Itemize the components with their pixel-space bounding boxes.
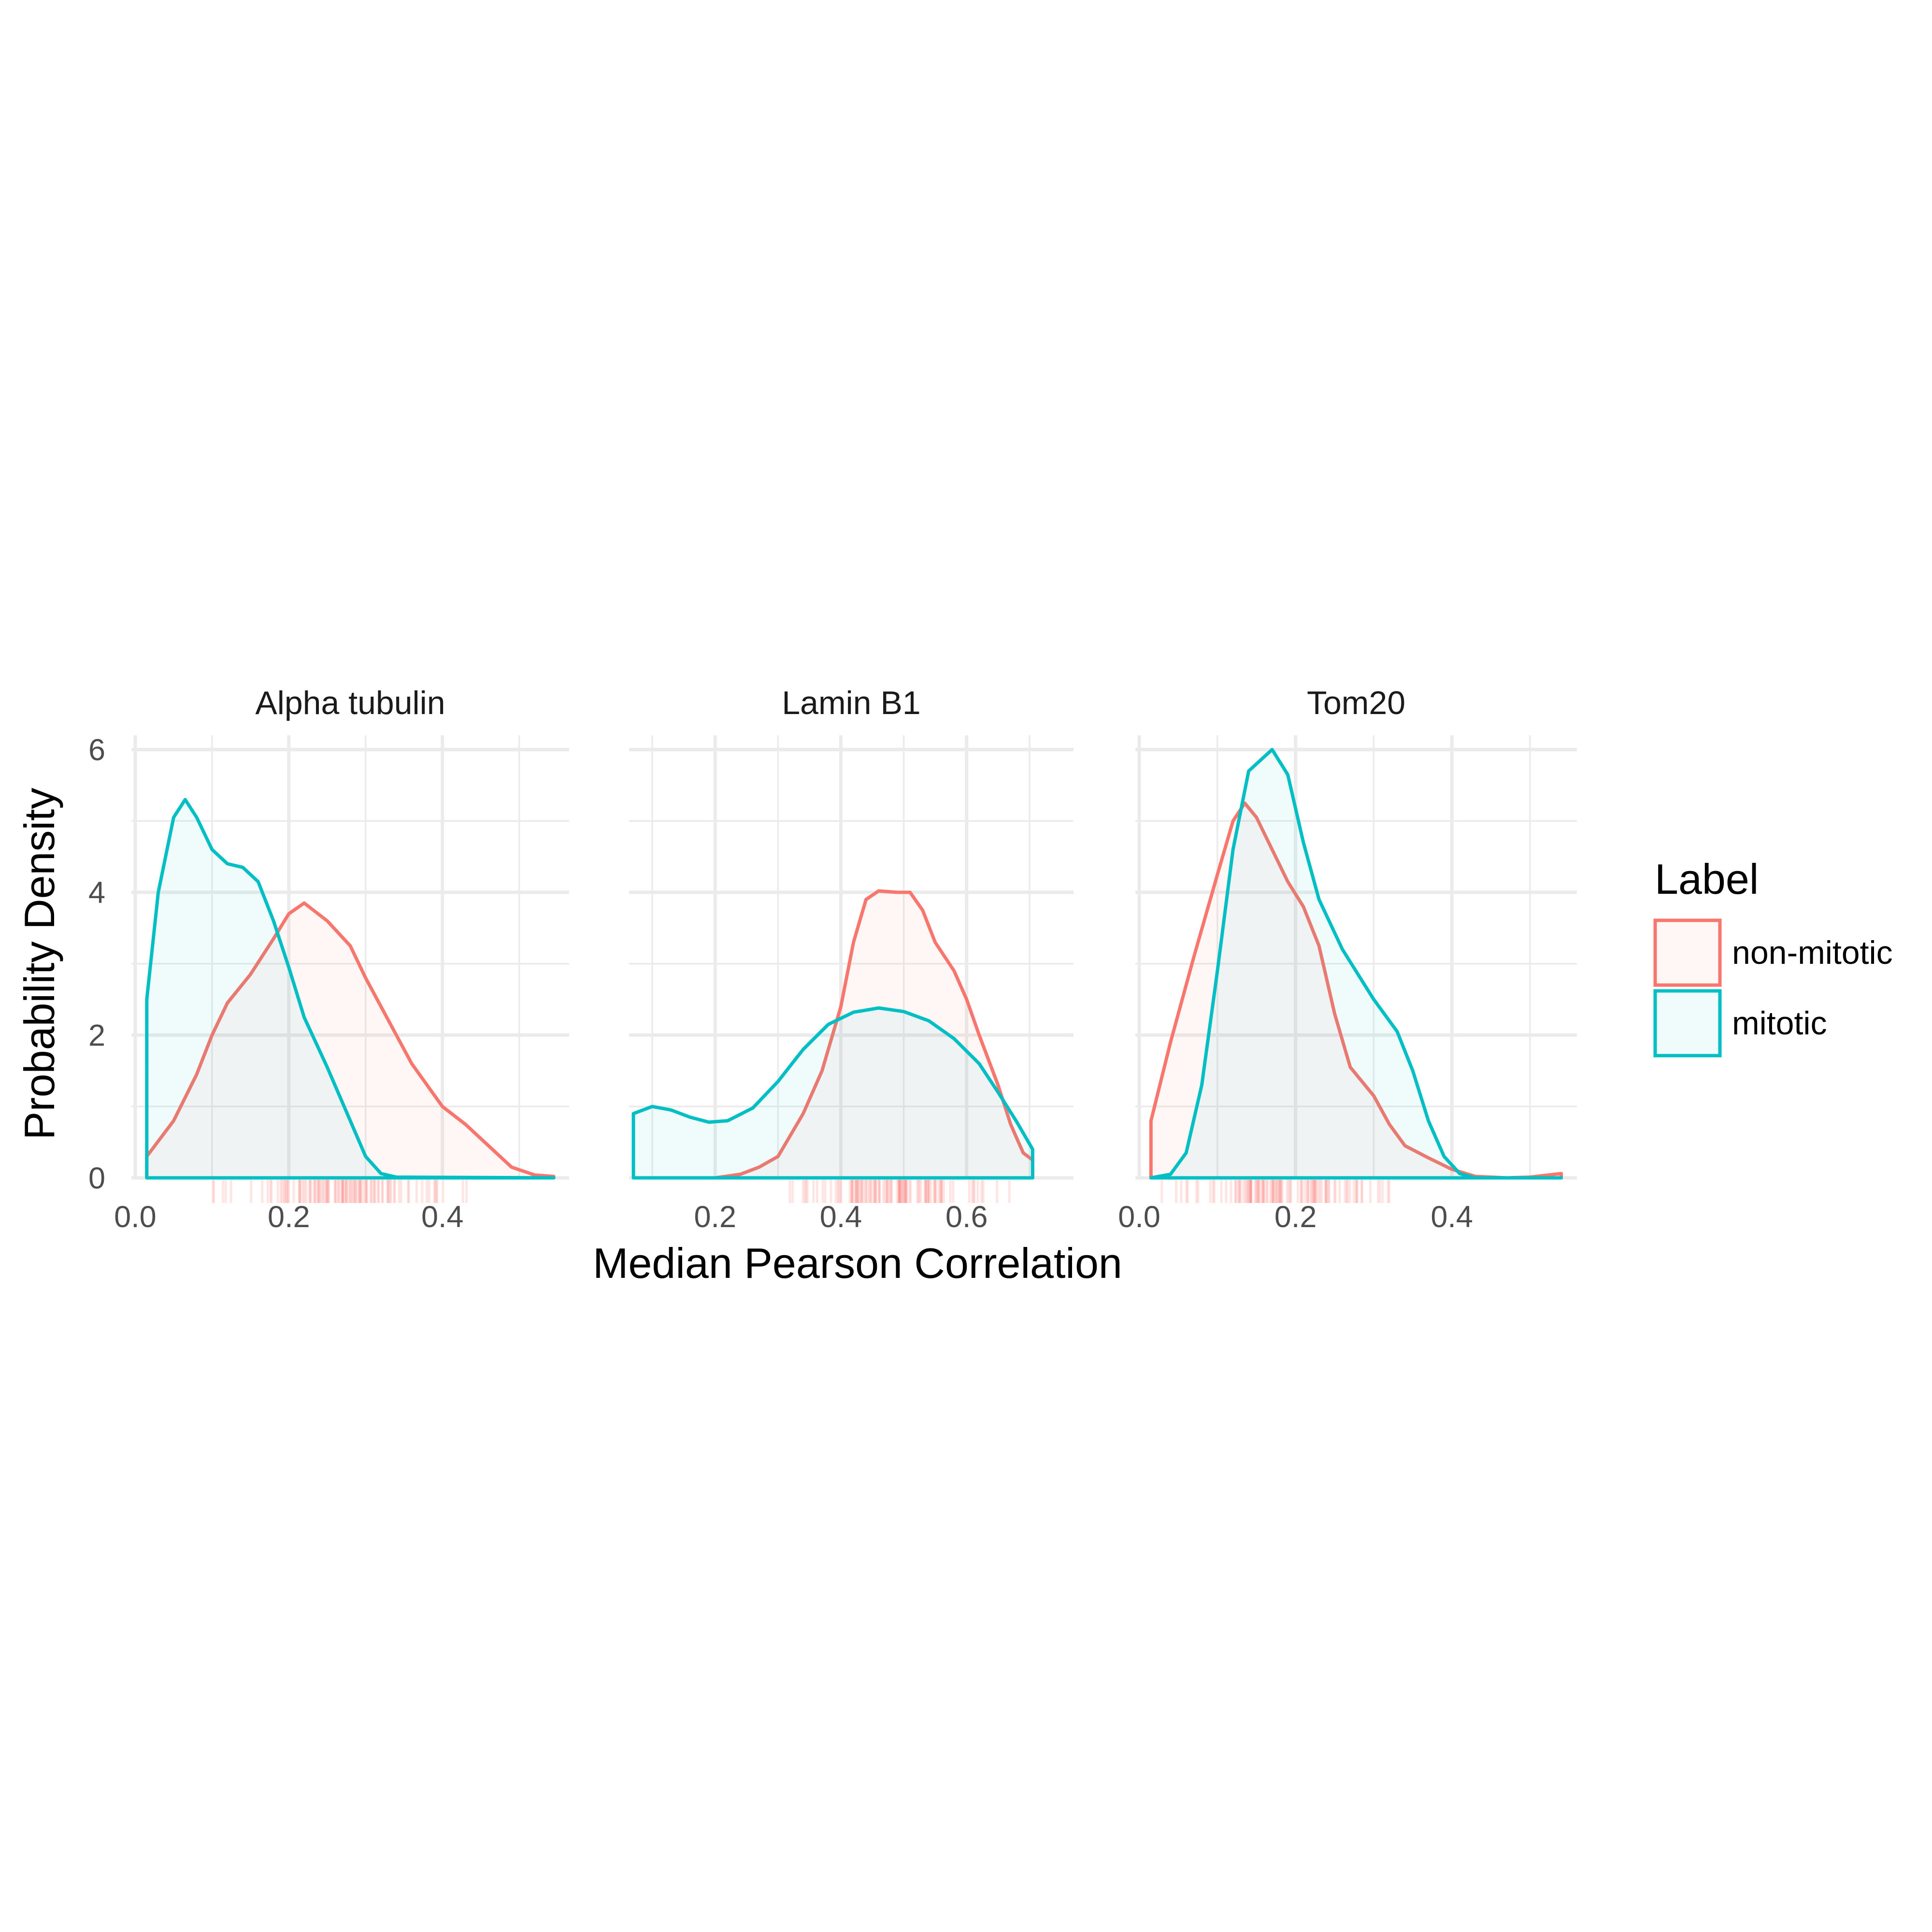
legend-label: mitotic (1732, 1005, 1827, 1042)
x-tick-label: 0.4 (421, 1200, 464, 1234)
legend-item-non-mitotic: non-mitotic (1653, 918, 1893, 987)
panel-tom20: Tom20 0.0 0.2 0.4 (1118, 685, 1577, 1234)
legend-item-mitotic: mitotic (1653, 989, 1827, 1058)
panel-lamin-b1: Lamin B1 0.2 0.4 0.6 (629, 685, 1073, 1234)
rug-marks (212, 1180, 468, 1203)
x-axis-title: Median Pearson Correlation (593, 1239, 1122, 1287)
rug-marks (788, 1180, 1011, 1203)
density-mitotic-tom20 (1149, 748, 1563, 1180)
density-non-mitotic-lamin-b1 (713, 889, 1034, 1180)
x-tick-label: 0.0 (114, 1200, 157, 1234)
density-mitotic-alpha-tubulin (145, 798, 556, 1180)
y-tick-label: 2 (88, 1019, 105, 1053)
y-tick-label: 4 (88, 876, 105, 910)
x-tick-label: 0.6 (945, 1200, 988, 1234)
x-tick-label: 0.2 (268, 1200, 310, 1234)
x-tick-label: 0.4 (820, 1200, 862, 1234)
legend: Label non-mitotic mitotic (1653, 855, 1893, 1058)
legend-key (1653, 918, 1722, 987)
y-tick-label: 6 (88, 733, 105, 767)
y-tick-label: 0 (88, 1161, 105, 1195)
legend-title: Label (1655, 855, 1759, 903)
chart-panels: Alpha tubulin 0.0 0.2 0.4 0 2 4 6 Lamin B1 0.2 0.4… (88, 685, 1577, 1234)
panel-title: Alpha tubulin (255, 685, 445, 721)
legend-label: non-mitotic (1732, 934, 1893, 971)
density-mitotic-lamin-b1 (631, 1006, 1034, 1180)
x-tick-label: 0.0 (1118, 1200, 1160, 1234)
density-non-mitotic-alpha-tubulin (145, 901, 556, 1180)
y-axis-title-group: Probability Density (15, 788, 63, 1140)
panel-alpha-tubulin: Alpha tubulin 0.0 0.2 0.4 0 2 4 6 (88, 685, 569, 1234)
panel-title: Tom20 (1307, 685, 1405, 721)
x-tick-label: 0.2 (694, 1200, 736, 1234)
x-axis-title-group: Median Pearson Correlation (593, 1239, 1122, 1287)
x-tick-label: 0.2 (1274, 1200, 1317, 1234)
y-axis-title: Probability Density (15, 788, 63, 1140)
panel-title: Lamin B1 (782, 685, 920, 721)
x-tick-label: 0.4 (1431, 1200, 1473, 1234)
legend-key (1653, 989, 1722, 1058)
rug-marks (1160, 1180, 1390, 1203)
